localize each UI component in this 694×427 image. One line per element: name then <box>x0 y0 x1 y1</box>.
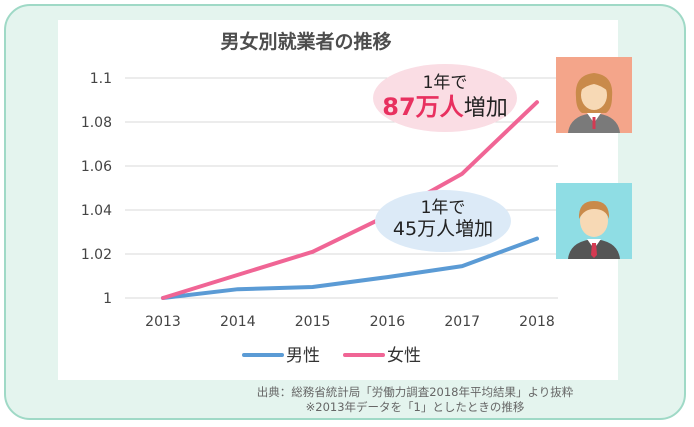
x-tick-label: 2013 <box>145 314 181 330</box>
y-tick-label: 1.1 <box>90 71 112 87</box>
chart-title: 男女別就業者の推移 <box>220 31 392 53</box>
x-tick-label: 2014 <box>220 314 256 330</box>
source-line2: ※2013年データを「1」としたときの推移 <box>305 399 525 414</box>
chart-panel <box>58 20 618 380</box>
man-avatar-icon <box>556 183 632 259</box>
y-tick-label: 1.06 <box>81 159 112 175</box>
y-tick-label: 1.08 <box>81 115 112 131</box>
legend-label: 女性 <box>387 346 421 366</box>
x-tick-label: 2018 <box>519 314 555 330</box>
female-annotation: 1年で 87万人増加 <box>373 73 517 123</box>
source-line1: 出典：総務省統計局「労働力調査2018年平均結果」より抜粋 <box>256 385 574 399</box>
male-annotation-text: 45万人増加 <box>392 218 494 241</box>
series-line <box>161 100 539 300</box>
legend-label: 男性 <box>286 346 320 366</box>
series-line <box>161 236 539 300</box>
y-tick-label: 1.02 <box>81 247 112 263</box>
male-annotation-line1: 1年で <box>420 198 466 218</box>
male-annotation: 1年で 45万人増加 <box>375 198 511 241</box>
female-annotation-line1: 1年で <box>422 73 468 93</box>
woman-avatar-icon <box>556 57 632 133</box>
source-note: 出典：総務省統計局「労働力調査2018年平均結果」より抜粋 ※2013年データを… <box>210 385 620 415</box>
y-tick-label: 1 <box>103 291 112 307</box>
female-annotation-number: 87万人 <box>382 93 464 122</box>
x-tick-label: 2017 <box>444 314 480 330</box>
x-tick-label: 2016 <box>370 314 406 330</box>
x-tick-label: 2015 <box>295 314 331 330</box>
female-annotation-suffix: 増加 <box>463 96 508 122</box>
y-tick-label: 1.04 <box>81 203 112 219</box>
